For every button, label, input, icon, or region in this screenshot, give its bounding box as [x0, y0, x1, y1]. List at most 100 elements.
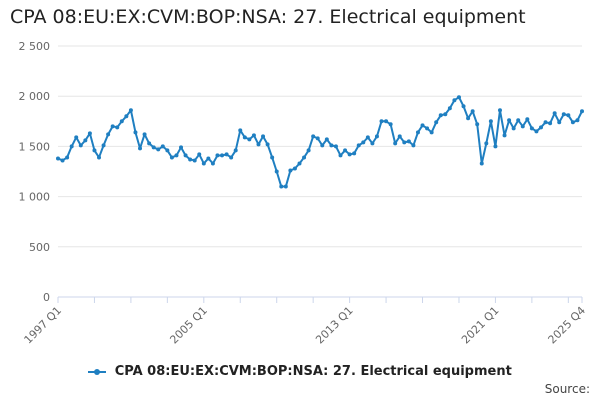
- data-point[interactable]: [566, 113, 571, 118]
- data-point[interactable]: [338, 153, 343, 158]
- data-point[interactable]: [352, 151, 357, 156]
- data-point[interactable]: [92, 148, 97, 153]
- data-point[interactable]: [74, 135, 79, 140]
- data-point[interactable]: [411, 143, 416, 148]
- data-point[interactable]: [311, 134, 316, 139]
- data-point[interactable]: [151, 145, 156, 150]
- data-point[interactable]: [425, 126, 430, 131]
- data-point[interactable]: [265, 142, 270, 147]
- data-point[interactable]: [461, 104, 466, 109]
- data-point[interactable]: [292, 166, 297, 171]
- data-point[interactable]: [580, 109, 584, 114]
- data-point[interactable]: [247, 137, 252, 142]
- data-point[interactable]: [274, 169, 279, 174]
- data-point[interactable]: [379, 119, 384, 124]
- data-point[interactable]: [452, 98, 457, 103]
- data-point[interactable]: [270, 155, 275, 160]
- data-point[interactable]: [124, 114, 129, 119]
- data-point[interactable]: [183, 153, 188, 158]
- data-point[interactable]: [374, 134, 379, 139]
- data-point[interactable]: [466, 116, 471, 121]
- data-point[interactable]: [65, 155, 70, 160]
- data-point[interactable]: [479, 161, 484, 166]
- data-point[interactable]: [56, 156, 60, 161]
- data-point[interactable]: [320, 143, 325, 148]
- data-point[interactable]: [69, 144, 74, 149]
- data-point[interactable]: [324, 137, 329, 142]
- data-point[interactable]: [456, 95, 461, 100]
- data-point[interactable]: [525, 117, 530, 122]
- data-point[interactable]: [201, 161, 206, 166]
- data-point[interactable]: [333, 144, 338, 149]
- data-point[interactable]: [206, 156, 211, 161]
- data-point[interactable]: [160, 144, 165, 149]
- data-point[interactable]: [256, 142, 261, 147]
- data-point[interactable]: [251, 133, 256, 138]
- data-point[interactable]: [443, 112, 448, 117]
- data-point[interactable]: [548, 121, 553, 126]
- data-point[interactable]: [297, 161, 302, 166]
- data-point[interactable]: [156, 147, 161, 152]
- data-point[interactable]: [220, 153, 225, 158]
- data-point[interactable]: [488, 119, 493, 124]
- data-point[interactable]: [242, 135, 247, 140]
- data-point[interactable]: [306, 148, 311, 153]
- data-point[interactable]: [302, 155, 307, 160]
- data-point[interactable]: [115, 125, 120, 130]
- data-point[interactable]: [415, 130, 420, 135]
- data-point[interactable]: [283, 184, 288, 189]
- data-point[interactable]: [87, 131, 92, 136]
- data-point[interactable]: [142, 132, 147, 137]
- data-point[interactable]: [406, 139, 411, 144]
- data-point[interactable]: [128, 108, 133, 113]
- data-point[interactable]: [538, 125, 543, 130]
- data-point[interactable]: [192, 158, 197, 163]
- data-point[interactable]: [147, 141, 152, 146]
- data-point[interactable]: [165, 148, 170, 153]
- data-point[interactable]: [188, 157, 193, 162]
- data-point[interactable]: [561, 112, 566, 117]
- data-point[interactable]: [78, 143, 83, 148]
- data-point[interactable]: [83, 138, 88, 143]
- data-point[interactable]: [429, 130, 434, 135]
- data-point[interactable]: [261, 134, 266, 139]
- data-point[interactable]: [361, 140, 366, 145]
- data-point[interactable]: [133, 130, 138, 135]
- data-point[interactable]: [507, 118, 512, 123]
- data-point[interactable]: [106, 132, 111, 137]
- data-point[interactable]: [493, 144, 498, 149]
- data-point[interactable]: [215, 153, 220, 158]
- data-point[interactable]: [279, 184, 284, 189]
- data-point[interactable]: [529, 126, 534, 131]
- data-point[interactable]: [329, 143, 334, 148]
- data-point[interactable]: [110, 124, 115, 129]
- data-point[interactable]: [402, 140, 407, 145]
- data-point[interactable]: [179, 145, 184, 150]
- data-point[interactable]: [384, 119, 389, 124]
- data-point[interactable]: [101, 143, 106, 148]
- data-point[interactable]: [238, 128, 243, 133]
- data-point[interactable]: [370, 141, 375, 146]
- data-point[interactable]: [393, 141, 398, 146]
- data-point[interactable]: [570, 120, 575, 125]
- data-point[interactable]: [520, 124, 525, 129]
- data-point[interactable]: [343, 148, 348, 153]
- data-point[interactable]: [484, 141, 489, 146]
- data-point[interactable]: [552, 111, 557, 116]
- data-point[interactable]: [511, 126, 516, 131]
- data-point[interactable]: [575, 118, 580, 123]
- data-point[interactable]: [497, 108, 502, 113]
- data-point[interactable]: [233, 148, 238, 153]
- data-point[interactable]: [174, 153, 179, 158]
- data-point[interactable]: [543, 120, 548, 125]
- data-point[interactable]: [534, 129, 539, 134]
- data-point[interactable]: [169, 155, 174, 160]
- data-point[interactable]: [224, 152, 229, 157]
- data-point[interactable]: [502, 133, 507, 138]
- data-point[interactable]: [365, 135, 370, 140]
- data-point[interactable]: [470, 109, 475, 114]
- data-point[interactable]: [119, 119, 124, 124]
- data-point[interactable]: [138, 146, 143, 151]
- data-point[interactable]: [210, 161, 215, 166]
- legend[interactable]: CPA 08:EU:EX:CVM:BOP:NSA: 27. Electrical…: [0, 364, 600, 379]
